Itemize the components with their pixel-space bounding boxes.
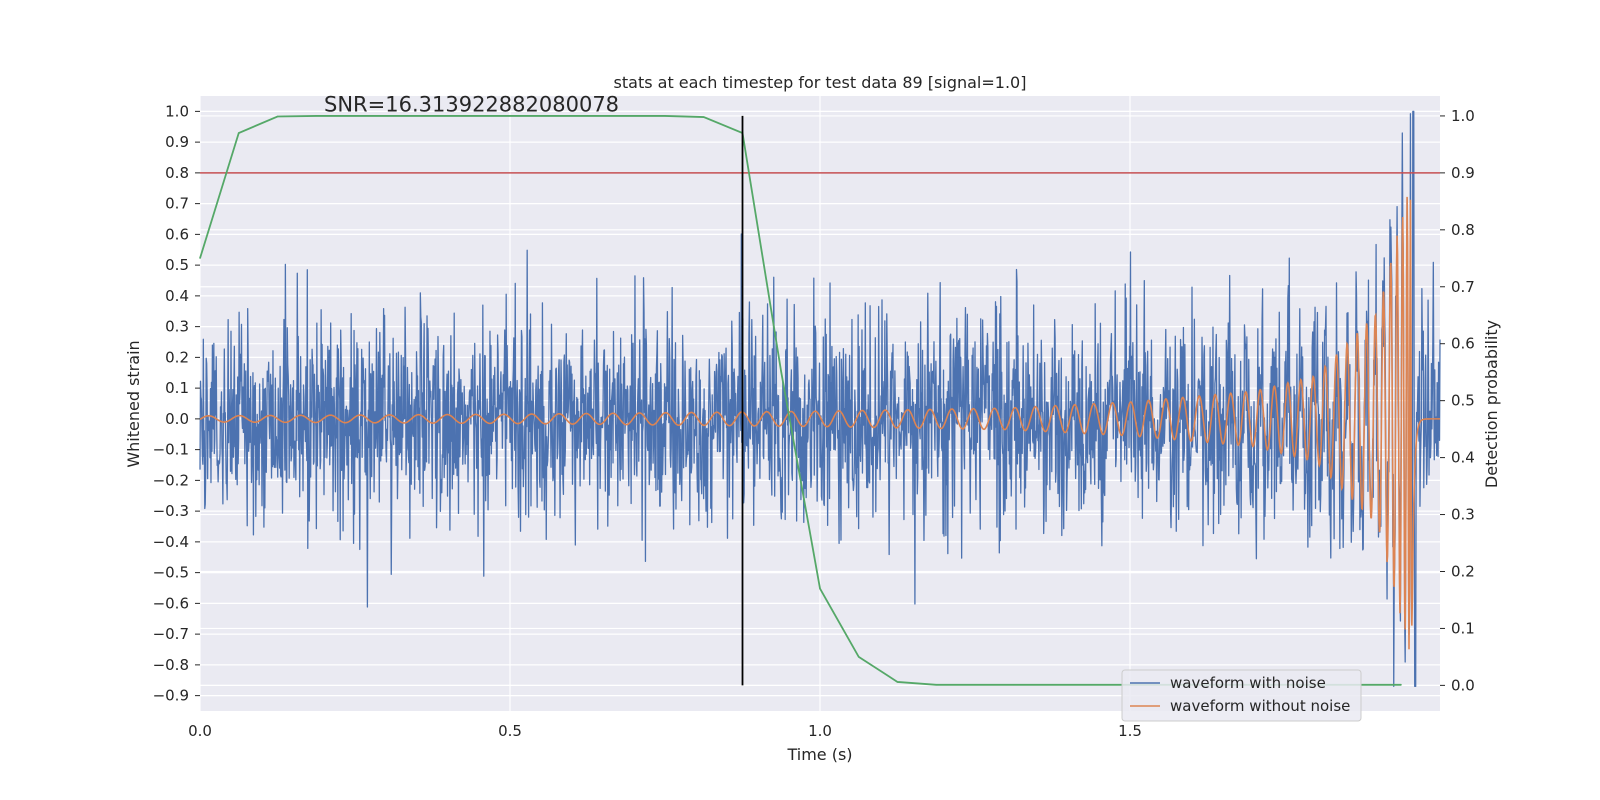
x-tick-label: 0.5 [498,722,522,740]
probability-point [238,132,240,134]
probability-point [625,115,627,117]
y-left-tick-label: 0.3 [165,318,189,336]
probability-point [819,587,821,590]
y-right-tick-label: 0.4 [1451,449,1475,467]
y-left-tick-label: 0.0 [165,410,189,428]
probability-point [703,116,705,118]
y-right-axis-ticks: 1.0 0.9 0.8 0.7 0.6 0.5 0.4 0.3 0.2 0.1 0.0 [1440,107,1475,694]
probability-point [935,684,937,686]
y-left-tick-label: 0.6 [165,225,189,243]
legend-box [1121,669,1362,722]
probability-point [276,115,279,118]
x-axis-ticks: 0.0 0.5 1.0 1.5 [188,722,1142,740]
y-right-tick-label: 0.1 [1451,619,1475,637]
series-waveform-without-noise [199,196,1440,650]
y-left-tick-label: −0.4 [153,533,189,551]
probability-point [664,115,666,117]
probability-point [586,115,589,117]
probability-point [1400,684,1402,686]
y-left-tick-label: 0.2 [165,348,189,366]
y-left-tick-label: 0.9 [165,133,189,151]
probability-point [896,681,899,683]
probability-point [431,115,434,117]
y-left-axis-ticks: 1.0 0.9 0.8 0.7 0.6 0.5 0.4 0.3 0.2 0.1 0.0 −0.1 −0.… [153,102,200,705]
legend-label-noise: waveform with noise [1170,674,1326,692]
snr-annotation: SNR=16.313922882080078 [324,92,619,116]
probability-point [315,115,317,117]
probability-point [548,115,550,117]
y-left-tick-label: −0.6 [153,594,189,612]
y-left-tick-label: 0.1 [165,379,189,397]
probability-point [470,115,472,117]
y-left-tick-label: −0.5 [153,564,189,582]
y-left-tick-label: 0.4 [165,287,189,305]
y-right-tick-label: 1.0 [1451,107,1475,125]
y-right-tick-label: 0.0 [1451,676,1475,694]
probability-point [509,115,511,117]
y-left-axis-label: Whitened strain [124,340,143,467]
x-tick-label: 1.0 [808,722,832,740]
legend: waveform with noise waveform without noi… [1121,669,1362,722]
probability-point [1361,684,1364,686]
y-right-tick-label: 0.5 [1451,392,1475,410]
probability-point [199,257,201,259]
y-left-tick-label: −0.1 [153,441,189,459]
y-right-tick-label: 0.9 [1451,164,1475,182]
y-right-tick-label: 0.2 [1451,562,1475,580]
x-tick-label: 0.0 [188,722,212,740]
x-axis-label: Time (s) [786,745,852,764]
chart-title: stats at each timestep for test data 89 … [614,73,1027,92]
probability-point [1051,684,1054,686]
y-left-tick-label: 0.7 [165,195,189,213]
y-left-tick-label: 0.5 [165,256,189,274]
x-tick-label: 1.5 [1118,722,1142,740]
y-right-tick-label: 0.3 [1451,506,1475,524]
y-left-tick-label: −0.8 [153,656,189,674]
probability-point [858,656,860,658]
y-right-tick-label: 0.7 [1451,278,1475,296]
y-left-tick-label: −0.2 [153,471,189,489]
probability-point [393,115,395,117]
y-right-tick-label: 0.6 [1451,335,1475,353]
series-waveform-with-noise [199,110,1441,688]
y-right-tick-label: 0.8 [1451,221,1475,239]
probability-point [974,684,976,686]
y-left-tick-label: 1.0 [165,102,189,120]
y-left-tick-label: −0.7 [153,625,189,643]
probability-point [780,371,782,373]
plot-area [199,110,1441,688]
probability-point [354,115,356,117]
probability-point [1090,684,1092,686]
y-left-tick-label: −0.9 [153,687,189,705]
y-right-axis-label: Detection probability [1482,320,1501,488]
y-left-tick-label: 0.8 [165,164,189,182]
y-left-tick-label: −0.3 [153,502,189,520]
legend-label-clean: waveform without noise [1170,697,1350,715]
probability-point [1013,684,1015,686]
